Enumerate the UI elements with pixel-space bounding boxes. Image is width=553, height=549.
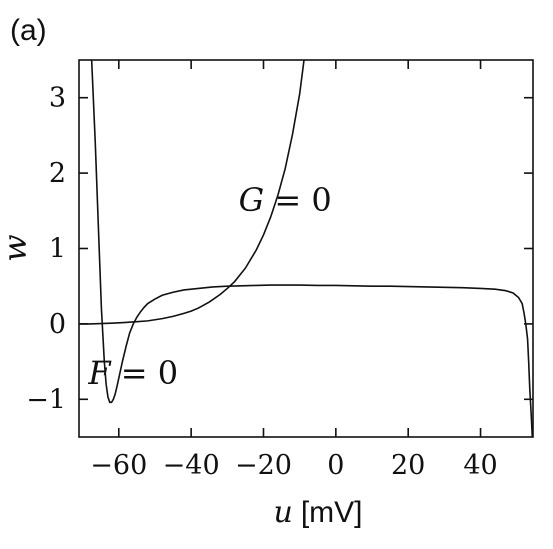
ticks-layer [79,60,533,437]
x-axis-unit: [mV] [301,496,363,529]
y-tick-label: 0 [49,309,66,340]
panel-label: (a) [10,14,47,47]
series-line-g-nullcline [79,60,305,325]
x-tick-label: 0 [327,450,344,481]
x-axis-variable: u [274,495,293,530]
x-tick-label: −20 [235,450,292,481]
x-tick-label: −40 [163,450,220,481]
tick-labels-layer: −60 −40 −20 0 20 40 −1 0 1 2 3 [26,83,498,481]
annotation-g-equals-zero: G = 0 [239,181,332,219]
plot-frame [78,59,534,438]
y-axis-label: w [0,234,34,261]
x-tick-label: −60 [90,450,147,481]
y-tick-label: 3 [49,83,66,114]
y-tick-label: −1 [26,384,66,415]
series-line-f-nullcline [90,60,533,437]
annotation-f-equals-zero: F = 0 [87,354,178,392]
y-tick-label: 2 [49,158,66,189]
annotations-layer: G = 0 F = 0 [87,181,331,392]
x-tick-label: 40 [463,450,497,481]
curves-layer [79,60,533,437]
y-tick-label: 1 [49,234,66,265]
x-tick-label: 20 [391,450,425,481]
x-axis-label: u [mV] [274,495,363,530]
